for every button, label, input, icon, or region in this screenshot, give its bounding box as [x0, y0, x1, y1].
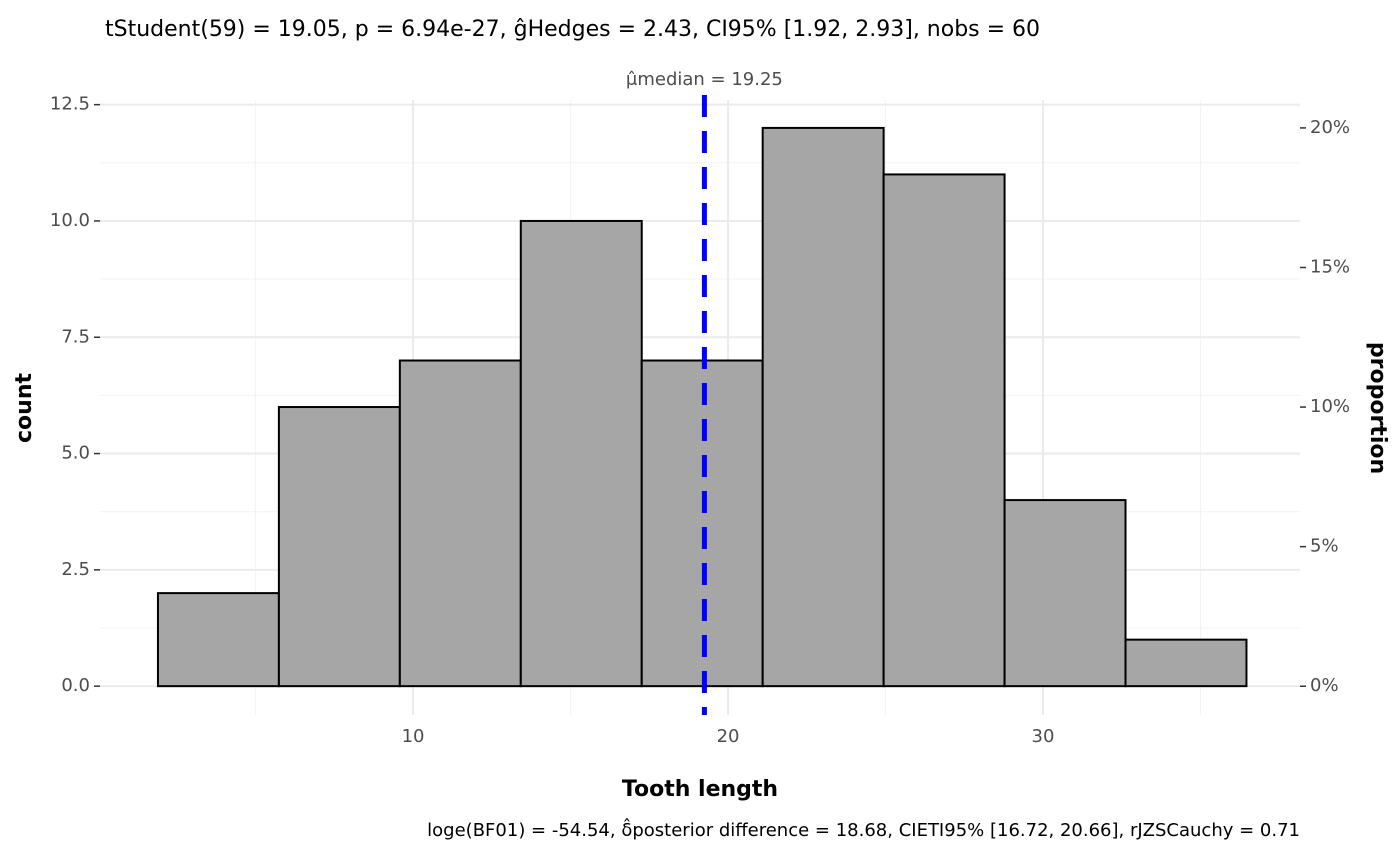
chart-title: tStudent(59) = 19.05, p = 6.94e-27, ĝHed… — [105, 17, 1040, 42]
y-axis-title: count — [12, 373, 37, 443]
x-tick-label: 10 — [402, 726, 425, 747]
bar — [398, 359, 522, 688]
bar — [277, 406, 401, 688]
y2-axis-title: proportion — [1365, 342, 1390, 474]
y-tick-label: 2.5 — [61, 559, 90, 580]
bar — [640, 359, 764, 688]
x-tick-label: 20 — [717, 726, 740, 747]
y-tick-label: 12.5 — [50, 94, 90, 115]
y2-tick-label: 5% — [1310, 536, 1339, 557]
y2-tick-label: 15% — [1310, 256, 1350, 277]
y2-tick-label: 20% — [1310, 117, 1350, 138]
y2-tick-label: 10% — [1310, 396, 1350, 417]
x-axis-title: Tooth length — [622, 777, 778, 802]
caption: loge(BF01) = -54.54, δ̂posterior differe… — [427, 818, 1300, 841]
bar — [1003, 499, 1127, 688]
bar — [1124, 638, 1248, 688]
bar — [156, 592, 280, 688]
y-tick-label: 10.0 — [50, 210, 90, 231]
bar — [882, 173, 1006, 688]
y2-tick-label: 0% — [1310, 675, 1339, 696]
bar — [519, 219, 643, 688]
x-tick-label: 30 — [1032, 726, 1055, 747]
bar — [761, 126, 885, 688]
median-label: μ̂median = 19.25 — [626, 69, 783, 90]
y-tick-label: 7.5 — [61, 326, 90, 347]
y-tick-label: 5.0 — [61, 443, 90, 464]
y-tick-label: 0.0 — [61, 675, 90, 696]
